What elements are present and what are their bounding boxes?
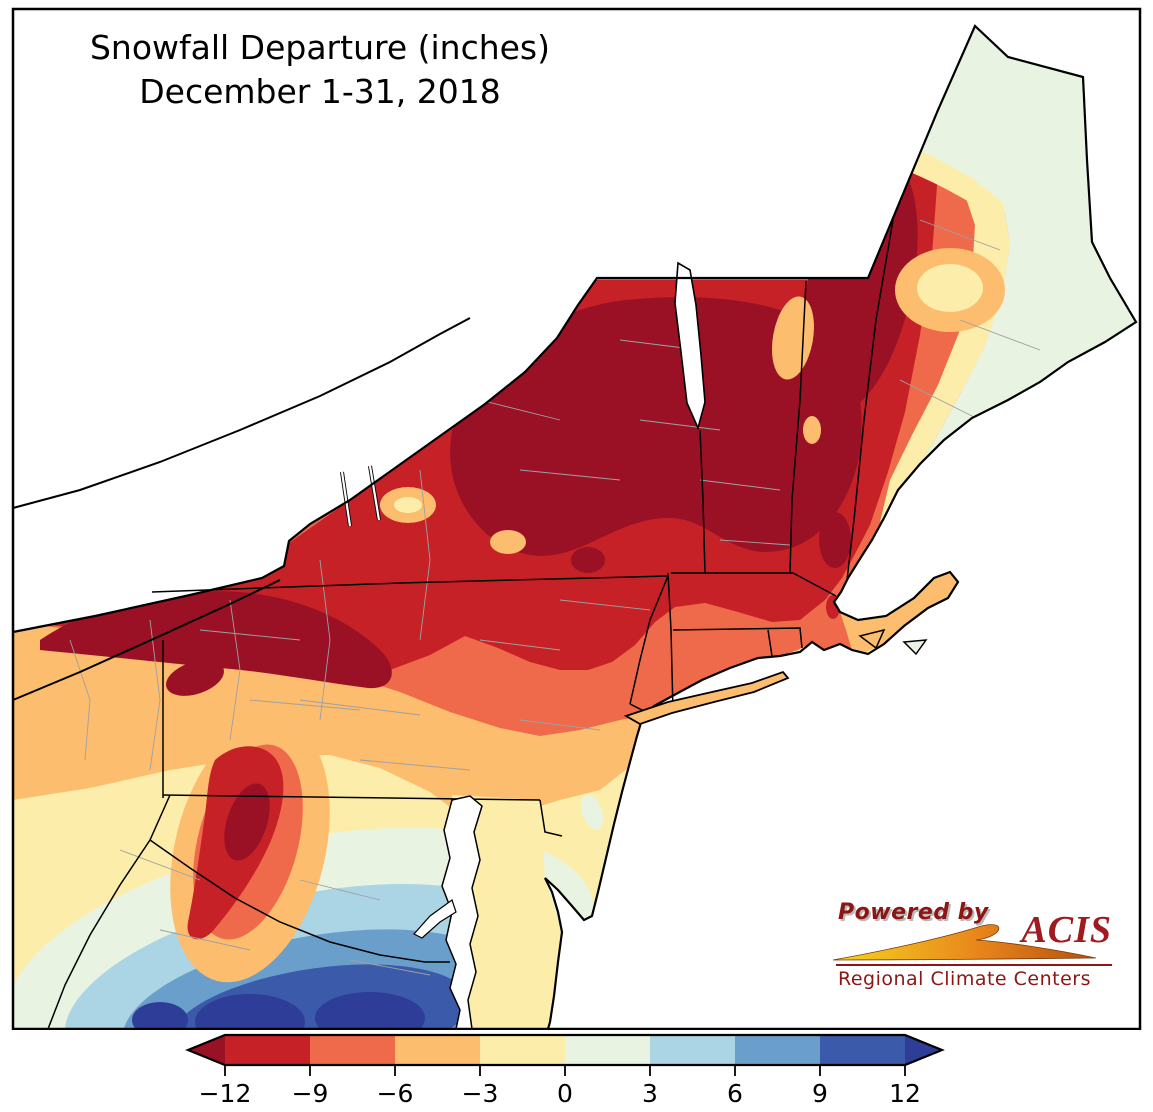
state-borders xyxy=(47,219,894,1030)
lake-champlain xyxy=(674,261,706,431)
long-island xyxy=(623,670,790,725)
acis-brand-label: ACIS xyxy=(1021,909,1112,951)
colorbar-tick-label: −3 xyxy=(462,1079,499,1108)
colorbar-svg: −12 −9 −6 −3 0 3 6 9 12 xyxy=(185,1033,945,1108)
map-frame xyxy=(11,7,1142,1030)
colorbar-segment xyxy=(820,1035,905,1065)
coastline xyxy=(12,24,1138,1030)
colorbar-segment xyxy=(310,1035,395,1065)
map-title: Snowfall Departure (inches) December 1-3… xyxy=(40,26,600,113)
map-title-line1: Snowfall Departure (inches) xyxy=(89,28,551,67)
acis-logo: Powered by ACIS Regional Climate Centers xyxy=(828,898,1120,990)
colorbar-tick-label: 3 xyxy=(642,1079,658,1108)
powered-by-label: Powered by xyxy=(838,900,989,925)
colorbar-segment xyxy=(395,1035,480,1065)
colorbar-tick-label: 9 xyxy=(812,1079,828,1108)
colorbar-segment xyxy=(480,1035,565,1065)
colorbar-tick-label: 0 xyxy=(557,1079,573,1108)
colorbar-segment xyxy=(735,1035,820,1065)
colorbar-segment xyxy=(565,1035,650,1065)
colorbar-tick-label: 12 xyxy=(889,1079,921,1108)
colorbar-tick-label: −9 xyxy=(292,1079,329,1108)
logo-divider xyxy=(836,964,1112,966)
colorbar-segment xyxy=(225,1035,310,1065)
colorbar-left-arrow xyxy=(188,1035,225,1065)
acis-tagline: Regional Climate Centers xyxy=(838,968,1092,990)
map-canvas xyxy=(11,7,1142,1030)
potomac-river xyxy=(413,899,457,939)
nantucket xyxy=(902,639,928,656)
map-title-line2: December 1-31, 2018 xyxy=(139,71,501,111)
colorbar-tick-label: −12 xyxy=(199,1079,252,1108)
inland-lakes xyxy=(340,261,706,527)
colorbar-right-arrow xyxy=(905,1035,942,1065)
colorbar-segment xyxy=(650,1035,735,1065)
marthas-vineyard xyxy=(858,628,886,650)
great-lakes-shorelines xyxy=(12,317,471,701)
colorbar-tick-label: 6 xyxy=(727,1079,743,1108)
colorbar-tick-label: −6 xyxy=(377,1079,414,1108)
acis-wave-icon xyxy=(832,924,1097,961)
